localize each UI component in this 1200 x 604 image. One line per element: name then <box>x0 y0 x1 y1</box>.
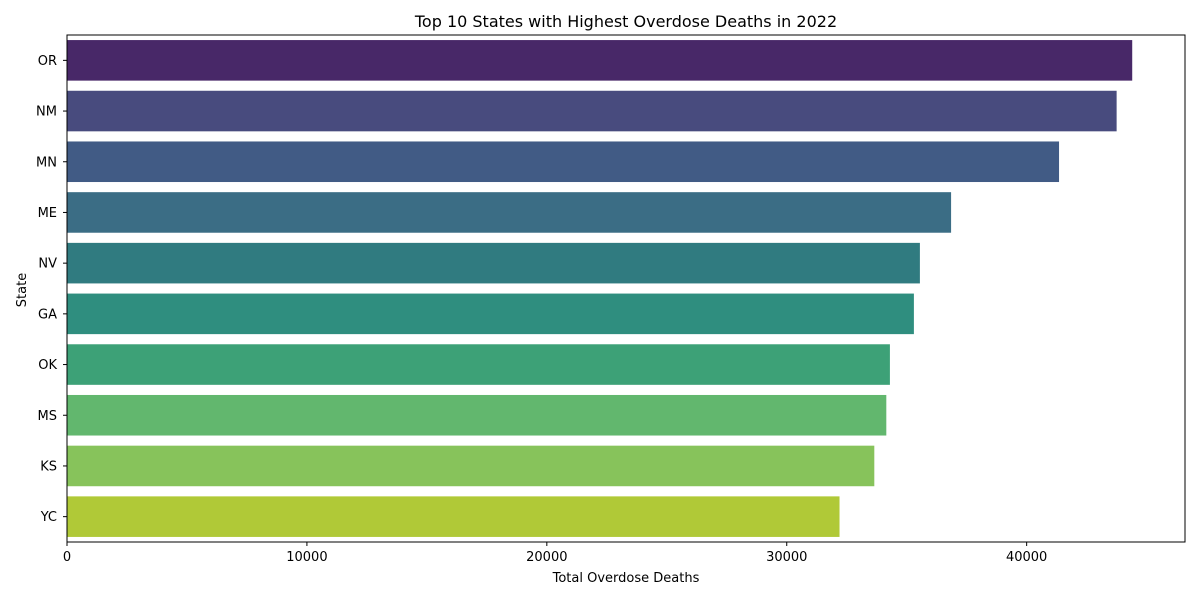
y-tick-label-or: OR <box>38 54 57 69</box>
y-tick-label-yc: YC <box>40 510 57 525</box>
bars-group <box>67 40 1133 537</box>
x-tick-label: 30000 <box>766 550 807 565</box>
y-tick-label-ms: MS <box>38 409 57 424</box>
y-tick-label-me: ME <box>38 206 57 221</box>
y-tick-label-ga: GA <box>38 307 57 322</box>
x-tick-label: 10000 <box>286 550 327 565</box>
bar-nv <box>67 242 920 284</box>
bar-mn <box>67 141 1060 183</box>
bar-me <box>67 192 952 233</box>
bar-ms <box>67 394 887 436</box>
x-tick-label: 20000 <box>526 550 567 565</box>
bar-or <box>67 40 1133 81</box>
y-tick-label-ok: OK <box>38 358 57 373</box>
chart-title: Top 10 States with Highest Overdose Deat… <box>414 12 837 31</box>
x-axis-label: Total Overdose Deaths <box>552 571 700 586</box>
plot-frame <box>66 34 1186 543</box>
bar-ok <box>67 344 890 385</box>
bar-nm <box>67 90 1117 132</box>
bar-ga <box>67 293 914 335</box>
y-axis-label: State <box>15 273 30 307</box>
y-tick-label-ks: KS <box>40 459 57 474</box>
bar-ks <box>67 445 875 487</box>
bar-yc <box>67 496 840 537</box>
x-axis-ticks: 0 10000 20000 30000 40000 <box>63 542 1047 565</box>
y-tick-label-nm: NM <box>36 105 57 120</box>
x-tick-label: 0 <box>63 550 71 565</box>
y-axis-ticks: OR NM MN ME NV GA OK MS KS YC <box>36 54 67 525</box>
x-tick-label: 40000 <box>1006 550 1047 565</box>
y-tick-label-nv: NV <box>38 257 57 272</box>
plot-border <box>66 34 1186 543</box>
y-tick-label-mn: MN <box>36 155 57 170</box>
